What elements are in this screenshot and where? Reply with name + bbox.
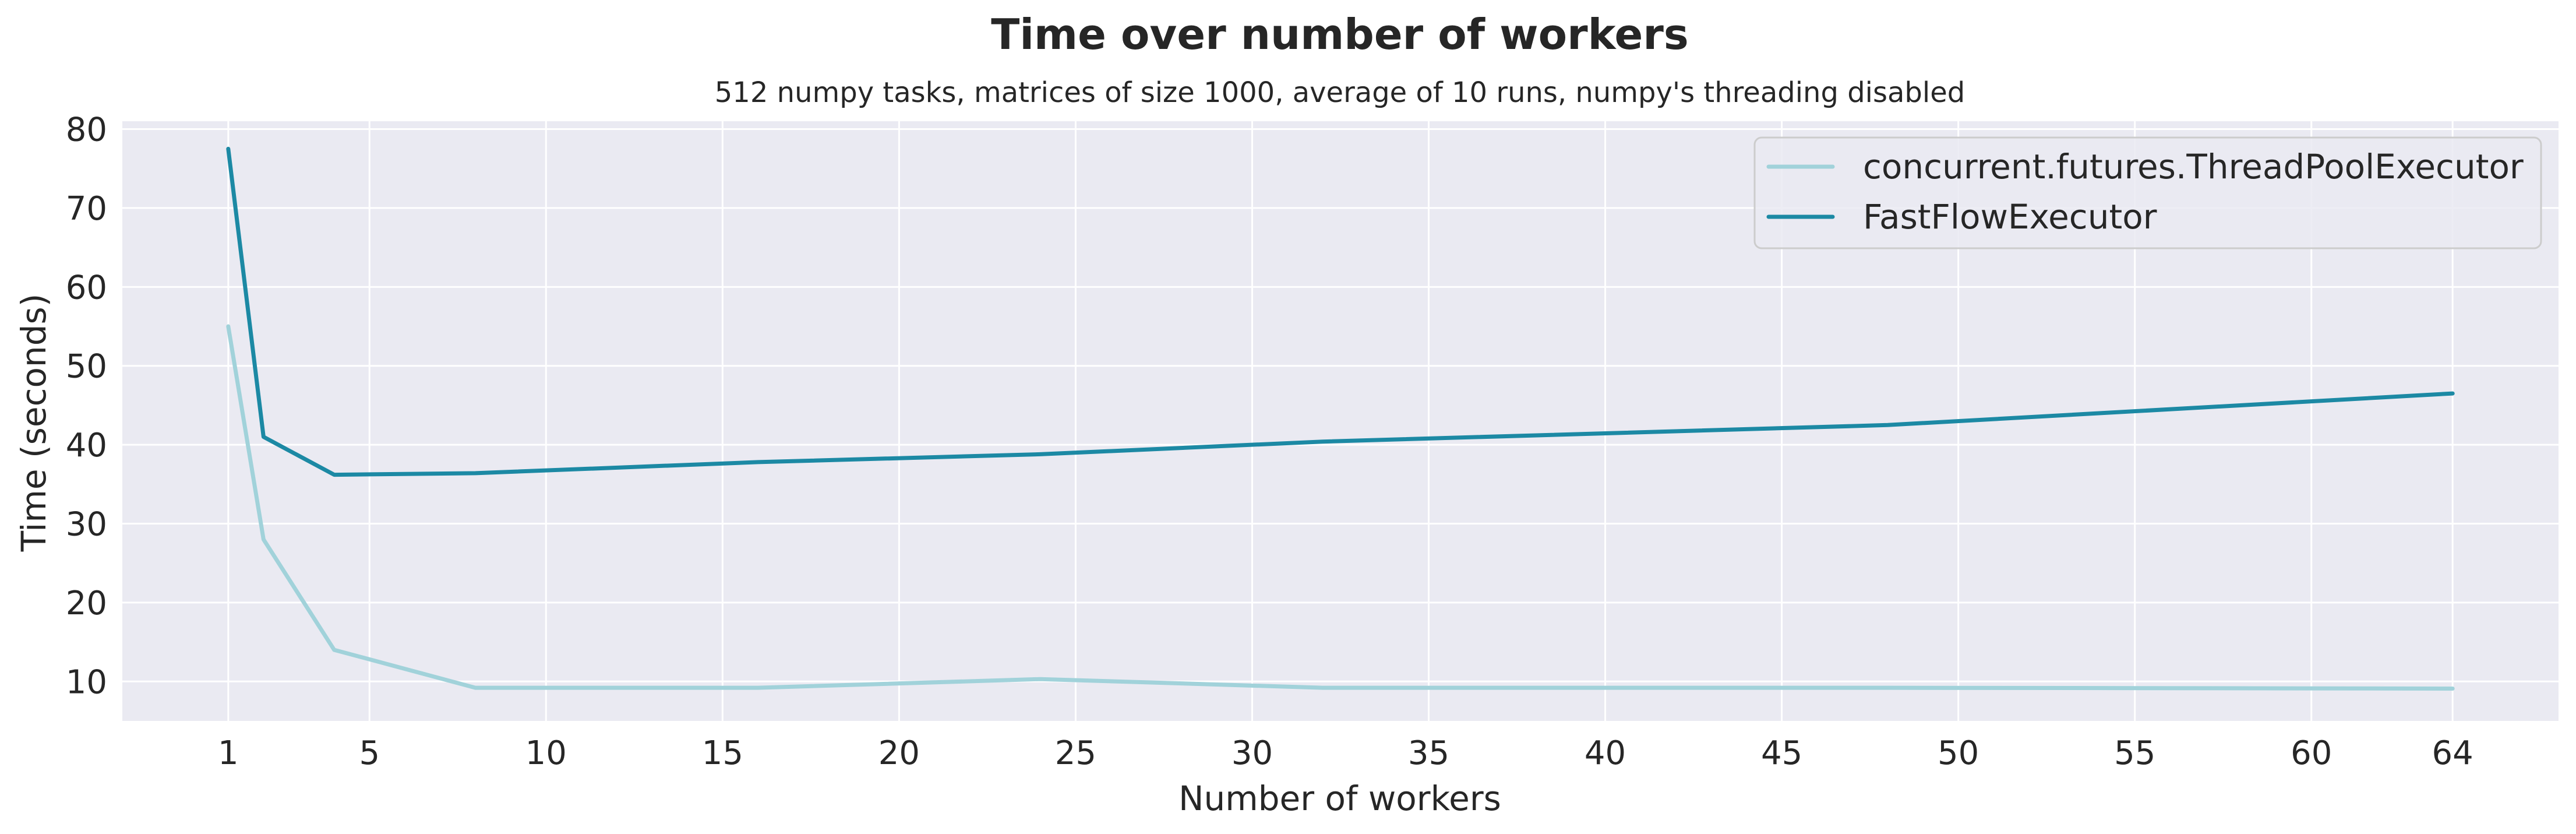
y-axis-label: Time (seconds) bbox=[14, 294, 54, 553]
legend-label: FastFlowExecutor bbox=[1863, 197, 2157, 237]
series-lines bbox=[226, 146, 2455, 691]
y-axis-ticks: 10 20 30 40 50 60 70 80 bbox=[66, 111, 107, 702]
y-tick-label: 30 bbox=[66, 506, 107, 544]
y-tick-label: 10 bbox=[66, 663, 107, 701]
x-tick-label: 30 bbox=[1231, 734, 1273, 772]
x-tick-label: 15 bbox=[702, 734, 743, 772]
x-tick-label: 40 bbox=[1585, 734, 1626, 772]
chart-title: Time over number of workers bbox=[991, 10, 1689, 59]
x-tick-label: 35 bbox=[1408, 734, 1449, 772]
x-axis-label: Number of workers bbox=[1178, 779, 1501, 818]
x-tick-label: 25 bbox=[1055, 734, 1096, 772]
y-tick-label: 40 bbox=[66, 427, 107, 464]
x-tick-label: 50 bbox=[1938, 734, 1979, 772]
x-tick-label: 20 bbox=[878, 734, 920, 772]
grid-lines bbox=[122, 121, 2559, 721]
chart-subtitle: 512 numpy tasks, matrices of size 1000, … bbox=[715, 76, 1965, 109]
legend-box bbox=[1753, 136, 2542, 249]
legend: concurrent.futures.ThreadPoolExecutor Fas… bbox=[1753, 136, 2542, 249]
y-tick-label: 50 bbox=[66, 348, 107, 386]
y-tick-label: 60 bbox=[66, 269, 107, 307]
x-tick-label: 1 bbox=[218, 734, 239, 772]
x-tick-label: 60 bbox=[2291, 734, 2332, 772]
legend-label: concurrent.futures.ThreadPoolExecutor bbox=[1863, 147, 2524, 186]
y-tick-label: 80 bbox=[66, 111, 107, 149]
series-line-2 bbox=[226, 146, 2455, 477]
y-tick-label: 20 bbox=[66, 585, 107, 622]
x-tick-label: 10 bbox=[525, 734, 567, 772]
x-tick-label: 55 bbox=[2114, 734, 2155, 772]
x-tick-label: 64 bbox=[2432, 734, 2473, 772]
x-tick-label: 45 bbox=[1761, 734, 1802, 772]
series-line-1 bbox=[226, 324, 2455, 691]
x-tick-label: 5 bbox=[359, 734, 380, 772]
y-tick-label: 70 bbox=[66, 190, 107, 228]
x-axis-ticks: 1 5 10 15 20 25 30 35 40 45 50 55 60 64 bbox=[218, 734, 2473, 772]
